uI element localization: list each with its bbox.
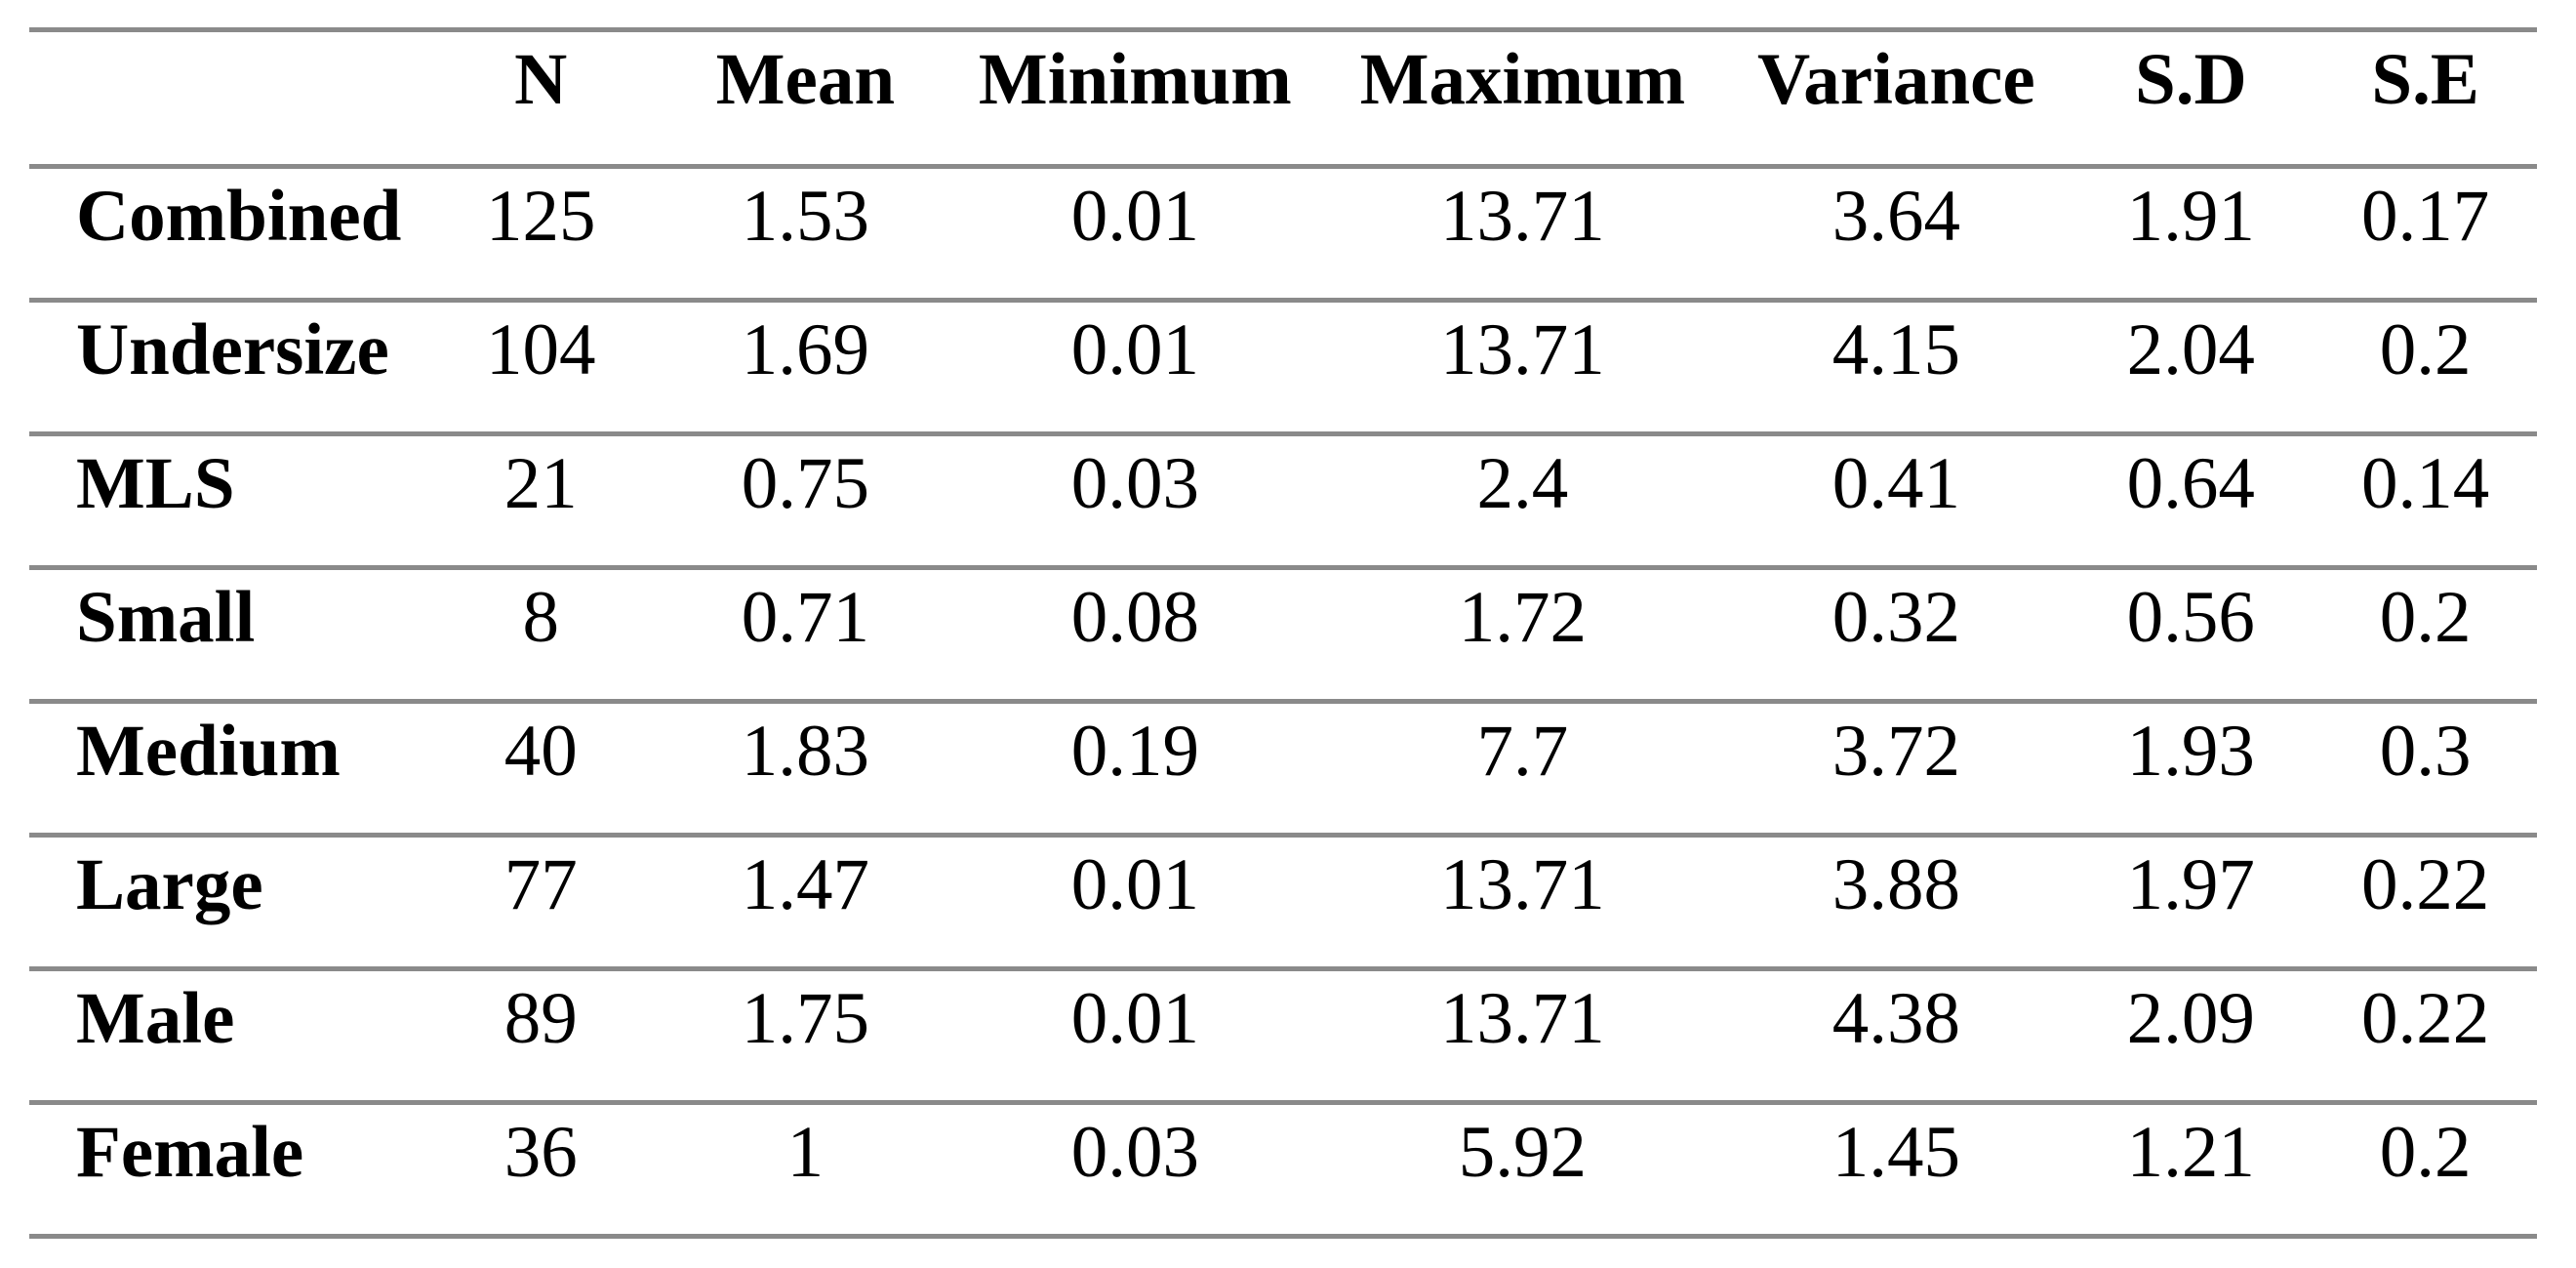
cell-minimum: 0.01 (1070, 978, 1199, 1059)
cell-variance: 4.38 (1831, 978, 1960, 1059)
row-label: Medium (76, 711, 341, 792)
header-se: S.E (2371, 39, 2479, 120)
cell-n: 21 (503, 443, 578, 524)
cell-se: 0.22 (2360, 978, 2490, 1059)
cell-sd: 1.21 (2126, 1112, 2255, 1193)
statistics-table: N Mean Minimum Maximum Variance S.D S.E … (29, 27, 2537, 1239)
cell-minimum: 0.01 (1070, 176, 1199, 257)
cell-maximum: 13.71 (1440, 309, 1605, 390)
cell-maximum: 13.71 (1440, 176, 1605, 257)
cell-sd: 0.56 (2126, 577, 2255, 658)
statistics-table-container: N Mean Minimum Maximum Variance S.D S.E … (29, 27, 2537, 1239)
table-row-undersize: Undersize 104 1.69 0.01 13.71 4.15 2.04 … (29, 300, 2537, 434)
row-label: Large (76, 844, 263, 925)
header-maximum: Maximum (1359, 39, 1686, 120)
header-variance: Variance (1756, 39, 2035, 120)
cell-mean: 1 (786, 1112, 825, 1193)
cell-minimum: 0.19 (1070, 711, 1199, 792)
cell-sd: 0.64 (2126, 443, 2255, 524)
cell-mean: 0.71 (741, 577, 870, 658)
cell-maximum: 13.71 (1440, 978, 1605, 1059)
cell-variance: 3.88 (1831, 844, 1960, 925)
header-blank (29, 30, 421, 167)
row-label: MLS (76, 443, 235, 524)
table-row-male: Male 89 1.75 0.01 13.71 4.38 2.09 0.22 (29, 968, 2537, 1103)
cell-n: 104 (486, 309, 596, 390)
cell-se: 0.3 (2379, 711, 2472, 792)
cell-se: 0.2 (2379, 309, 2472, 390)
cell-se: 0.2 (2379, 1112, 2472, 1193)
header-n: N (514, 39, 568, 120)
table-row-mls: MLS 21 0.75 0.03 2.4 0.41 0.64 0.14 (29, 433, 2537, 568)
cell-sd: 1.97 (2126, 844, 2255, 925)
table-row-combined: Combined 125 1.53 0.01 13.71 3.64 1.91 0… (29, 166, 2537, 301)
row-label: Female (76, 1112, 304, 1193)
cell-se: 0.2 (2379, 577, 2472, 658)
cell-variance: 3.72 (1831, 711, 1960, 792)
cell-mean: 1.69 (741, 309, 870, 390)
cell-maximum: 5.92 (1458, 1112, 1588, 1193)
table-row-large: Large 77 1.47 0.01 13.71 3.88 1.97 0.22 (29, 835, 2537, 969)
header-minimum: Minimum (978, 39, 1292, 120)
cell-n: 8 (522, 577, 560, 658)
header-row: N Mean Minimum Maximum Variance S.D S.E (29, 29, 2537, 167)
cell-variance: 0.41 (1831, 443, 1960, 524)
row-label: Male (76, 978, 235, 1059)
row-label: Combined (76, 176, 402, 257)
cell-n: 89 (503, 978, 578, 1059)
cell-mean: 1.47 (741, 844, 870, 925)
table-row-female: Female 36 1 0.03 5.92 1.45 1.21 0.2 (29, 1102, 2537, 1237)
table-row-small: Small 8 0.71 0.08 1.72 0.32 0.56 0.2 (29, 567, 2537, 702)
cell-variance: 3.64 (1831, 176, 1960, 257)
cell-variance: 1.45 (1831, 1112, 1960, 1193)
cell-mean: 1.83 (741, 711, 870, 792)
cell-n: 40 (503, 711, 578, 792)
table-row-medium: Medium 40 1.83 0.19 7.7 3.72 1.93 0.3 (29, 701, 2537, 836)
cell-se: 0.17 (2360, 176, 2490, 257)
cell-minimum: 0.08 (1070, 577, 1199, 658)
cell-maximum: 1.72 (1458, 577, 1588, 658)
row-label: Undersize (76, 309, 389, 390)
row-label: Small (76, 577, 256, 658)
cell-n: 125 (486, 176, 596, 257)
header-mean: Mean (715, 39, 896, 120)
cell-sd: 1.91 (2126, 176, 2255, 257)
cell-n: 36 (503, 1112, 578, 1193)
cell-minimum: 0.01 (1070, 309, 1199, 390)
cell-sd: 2.04 (2126, 309, 2255, 390)
cell-maximum: 7.7 (1476, 711, 1569, 792)
cell-minimum: 0.03 (1070, 1112, 1199, 1193)
cell-minimum: 0.03 (1070, 443, 1199, 524)
cell-mean: 1.75 (741, 978, 870, 1059)
cell-sd: 2.09 (2126, 978, 2255, 1059)
cell-sd: 1.93 (2126, 711, 2255, 792)
cell-mean: 1.53 (741, 176, 870, 257)
cell-maximum: 2.4 (1476, 443, 1569, 524)
cell-variance: 4.15 (1831, 309, 1960, 390)
cell-mean: 0.75 (741, 443, 870, 524)
cell-se: 0.22 (2360, 844, 2490, 925)
cell-maximum: 13.71 (1440, 844, 1605, 925)
cell-minimum: 0.01 (1070, 844, 1199, 925)
header-sd: S.D (2134, 39, 2247, 120)
cell-variance: 0.32 (1831, 577, 1960, 658)
cell-n: 77 (503, 844, 578, 925)
cell-se: 0.14 (2360, 443, 2490, 524)
